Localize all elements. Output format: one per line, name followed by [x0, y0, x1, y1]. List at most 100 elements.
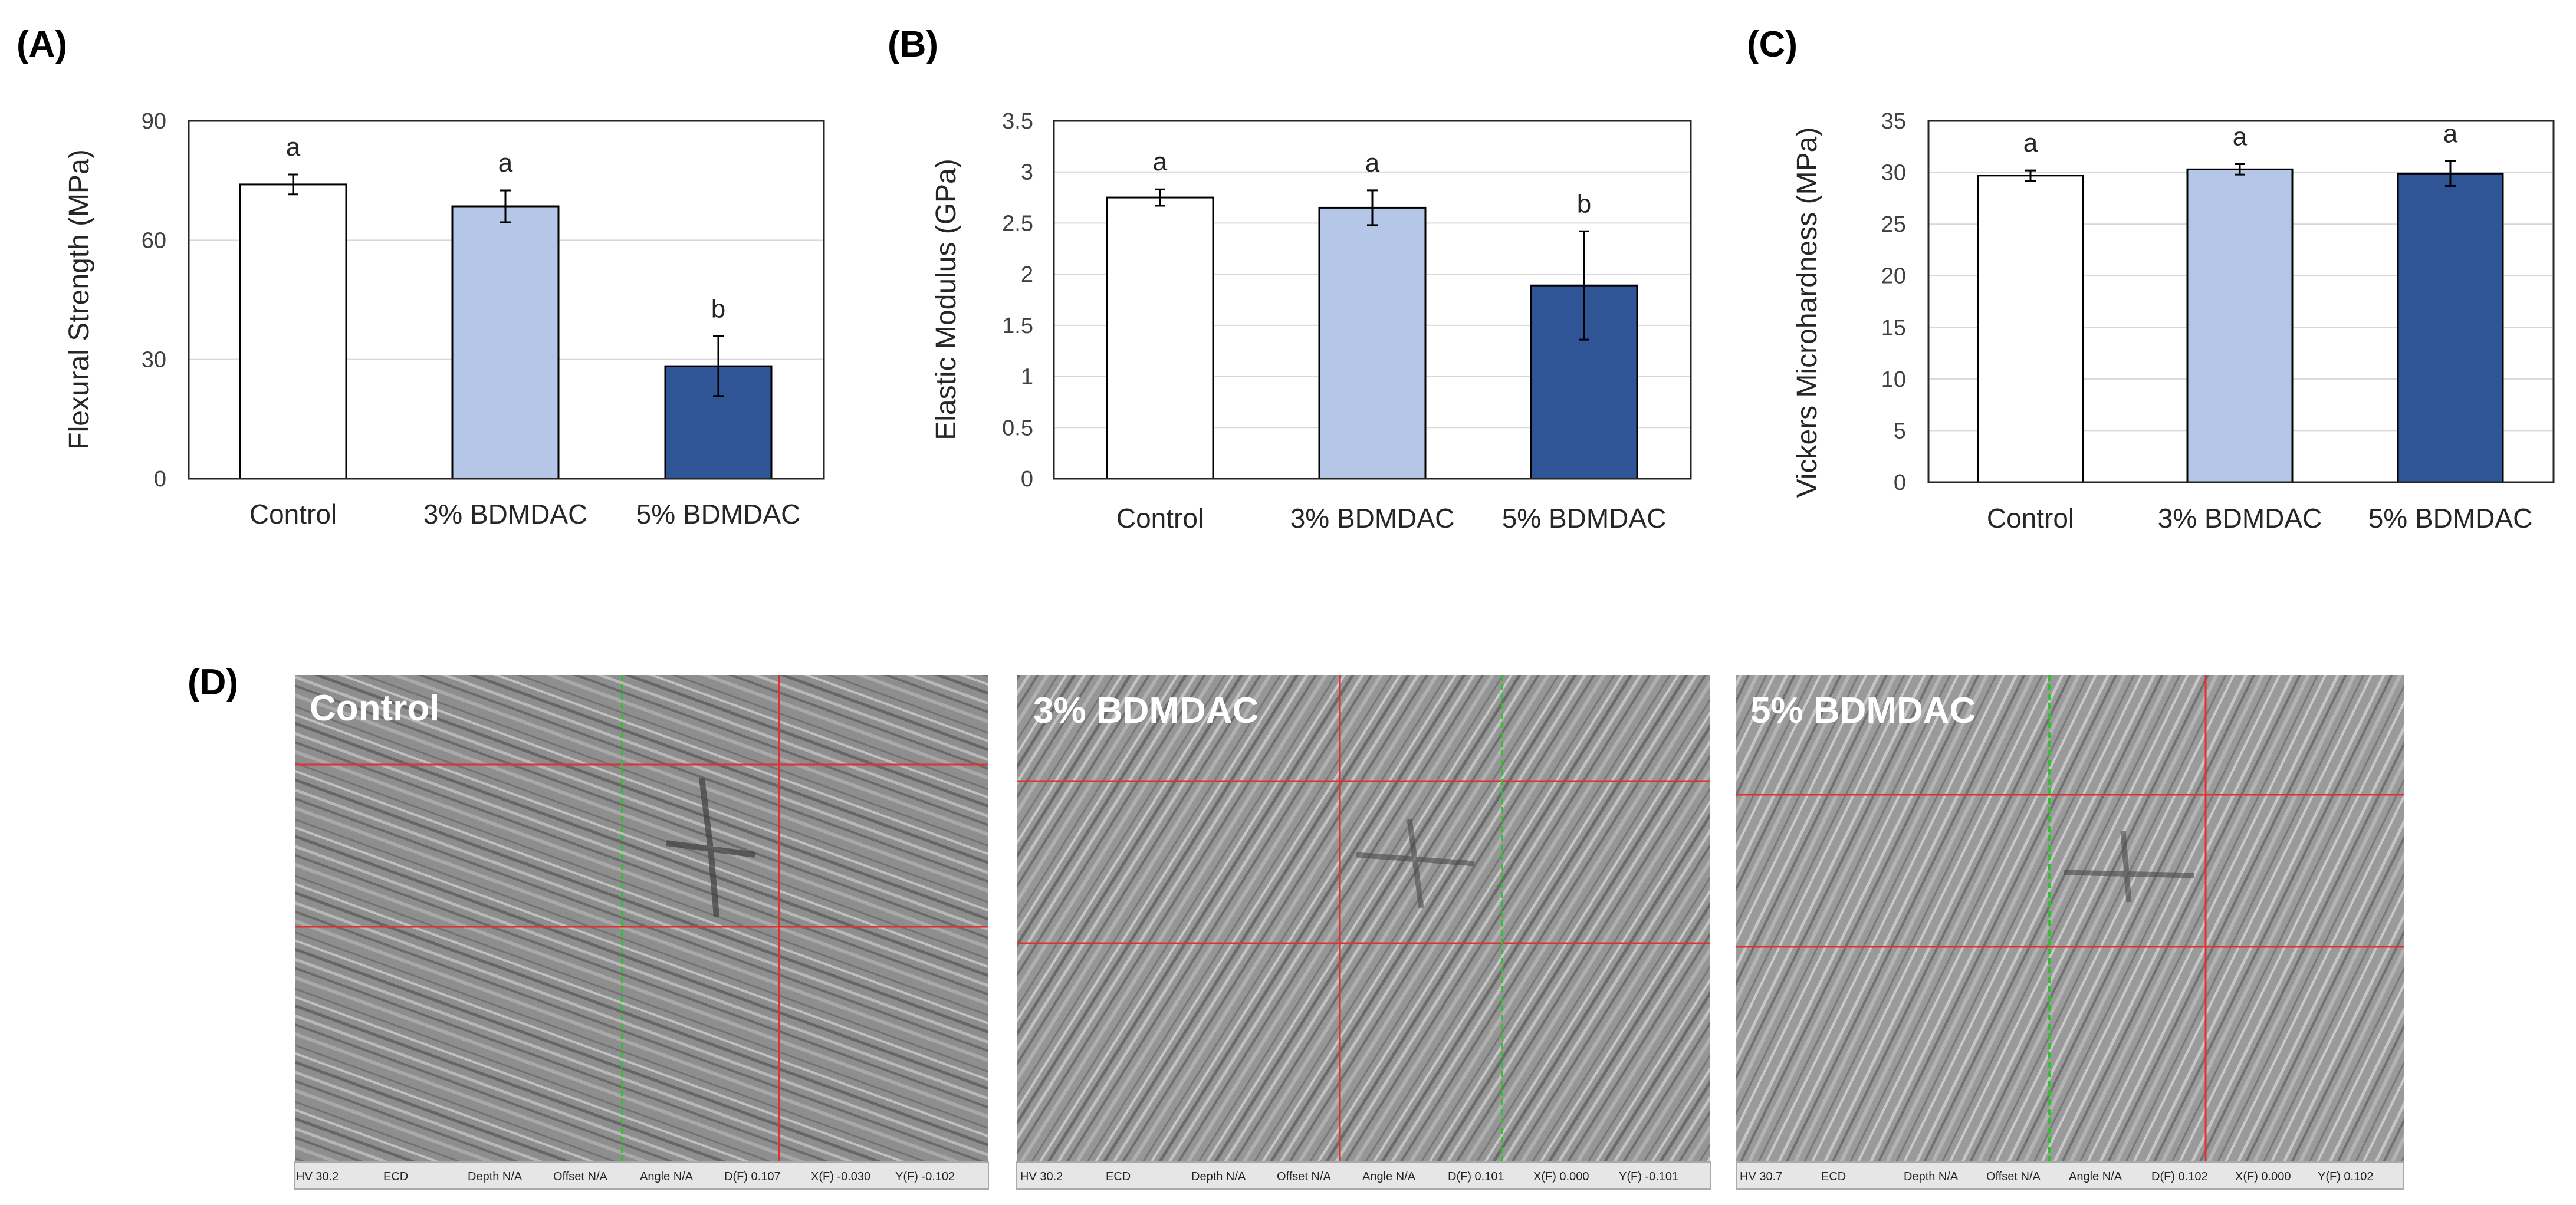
error-bar [288, 173, 298, 196]
significance-letter: a [498, 149, 513, 177]
significance-letter: a [2443, 119, 2458, 148]
y-tick-label: 5 [1894, 419, 1906, 443]
significance-letter: a [1153, 147, 1168, 176]
micrograph-title: Control [310, 688, 439, 729]
bar [1106, 196, 1214, 480]
plot-area-border [188, 120, 825, 480]
y-axis-label: Flexural Strength (MPa) [64, 149, 95, 450]
panel-label-d: (D) [188, 662, 238, 703]
error-bar [2235, 163, 2245, 176]
micrograph-title: 5% BDMDAC [1750, 690, 1976, 731]
status-angle: Angle N/A [640, 1170, 694, 1183]
status-angle: Angle N/A [2069, 1170, 2122, 1183]
status-ecd: ECD [1821, 1170, 1846, 1183]
y-tick-label: 25 [1881, 212, 1906, 237]
status-depth: Depth N/A [468, 1170, 523, 1183]
status-angle: Angle N/A [1362, 1170, 1416, 1183]
indent-mark [666, 778, 755, 917]
micrograph-image [1736, 675, 2404, 1162]
x-tick-label: Control [1116, 503, 1204, 534]
y-tick-label: 10 [1881, 367, 1906, 392]
bar [1318, 206, 1427, 480]
status-yf: Y(F) -0.102 [895, 1170, 955, 1183]
micrograph-image [295, 675, 988, 1162]
panel-label-a: (A) [17, 24, 67, 65]
y-tick-label: 90 [142, 109, 166, 134]
status-df: D(F) 0.102 [2151, 1170, 2208, 1183]
error-bar [713, 335, 724, 397]
bar [1977, 175, 2084, 483]
error-bar [1367, 189, 1378, 226]
status-yf: Y(F) 0.102 [2318, 1170, 2373, 1183]
status-xf: X(F) 0.000 [1533, 1170, 1589, 1183]
status-depth: Depth N/A [1904, 1170, 1959, 1183]
significance-letter: a [2233, 123, 2248, 152]
status-bar [1016, 1161, 1711, 1190]
indent-mark [2064, 831, 2194, 903]
status-offset: Offset N/A [553, 1170, 608, 1183]
status-yf: Y(F) -0.101 [1619, 1170, 1678, 1183]
y-tick-label: 1.5 [1002, 314, 1033, 338]
significance-letter: b [1577, 189, 1591, 218]
significance-letter: a [2023, 129, 2038, 157]
x-tick-label: Control [249, 499, 337, 529]
y-tick-label: 3.5 [1002, 109, 1033, 134]
error-bar [2025, 169, 2036, 182]
status-df: D(F) 0.107 [724, 1170, 781, 1183]
micrograph-5-bdmdac: 5% BDMDAC HV 30.7 ECD Depth N/A Offset N… [1736, 675, 2404, 1190]
x-tick-label: 3% BDMDAC [423, 499, 588, 529]
y-tick-label: 0.5 [1002, 416, 1033, 440]
significance-letter: a [286, 133, 301, 162]
y-tick-label: 0 [1021, 467, 1033, 492]
status-xf: X(F) 0.000 [2235, 1170, 2291, 1183]
chart-vickers-microhardness: (C) Vickers Microhardness (MPa) 0 5 10 15 20… [1747, 24, 2555, 534]
micrograph-control: Control HV 30.2 ECD Depth N/A Offset N/A… [294, 675, 989, 1190]
indent-mark [1356, 819, 1475, 908]
y-tick-label: 3 [1021, 160, 1033, 185]
status-offset: Offset N/A [1277, 1170, 1332, 1183]
micrograph-3-bdmdac: 3% BDMDAC HV 30.2 ECD Depth N/A Offset N… [1016, 675, 1711, 1190]
y-tick-label: 15 [1881, 315, 1906, 340]
status-hv: HV 30.2 [296, 1170, 339, 1183]
y-tick-label: 60 [142, 228, 166, 253]
x-tick-label: 5% BDMDAC [1502, 503, 1667, 534]
significance-letter: a [1365, 149, 1380, 177]
y-tick-label: 35 [1881, 109, 1906, 134]
y-tick-label: 1 [1021, 365, 1033, 390]
plot-area-border [1053, 120, 1692, 480]
bar [239, 183, 347, 480]
y-tick-label: 2.5 [1002, 211, 1033, 236]
y-tick-label: 30 [142, 348, 166, 373]
y-axis-label: Elastic Modulus (GPa) [931, 159, 962, 440]
status-hv: HV 30.2 [1020, 1170, 1063, 1183]
significance-letter: b [711, 295, 725, 324]
chart-elastic-modulus: (B) Elastic Modulus (GPa) 0 0.5 1 1.5 2 2.5 3 3… [888, 24, 1692, 534]
bar [2397, 172, 2504, 483]
status-df: D(F) 0.101 [1448, 1170, 1504, 1183]
y-tick-label: 0 [1894, 470, 1906, 495]
x-tick-label: Control [1987, 503, 2074, 534]
error-bar [500, 189, 511, 223]
error-bar [1579, 230, 1589, 341]
status-bar [1736, 1161, 2404, 1190]
x-tick-label: 5% BDMDAC [636, 499, 801, 529]
y-tick-label: 30 [1881, 161, 1906, 186]
status-ecd: ECD [383, 1170, 408, 1183]
bar [451, 205, 560, 480]
panel-label-b: (B) [888, 24, 938, 65]
micrograph-image [1017, 675, 1710, 1162]
status-xf: X(F) -0.030 [811, 1170, 870, 1183]
bar [2186, 168, 2294, 483]
error-bar [1155, 188, 1165, 207]
status-hv: HV 30.7 [1740, 1170, 1782, 1183]
x-tick-label: 5% BDMDAC [2368, 503, 2533, 534]
status-depth: Depth N/A [1191, 1170, 1246, 1183]
y-tick-label: 0 [154, 467, 166, 492]
panel-label-c: (C) [1747, 24, 1798, 65]
status-bar [294, 1161, 989, 1190]
y-tick-label: 2 [1021, 262, 1033, 287]
status-ecd: ECD [1106, 1170, 1131, 1183]
status-offset: Offset N/A [1986, 1170, 2041, 1183]
error-bar [2445, 160, 2456, 187]
